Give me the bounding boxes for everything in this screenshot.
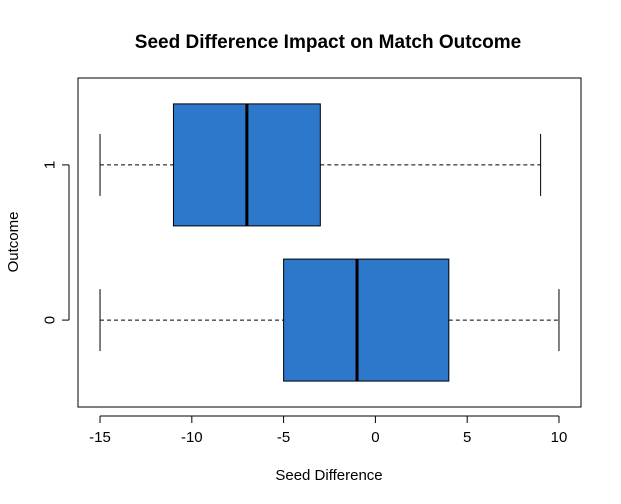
x-tick-label: -15 [89, 429, 111, 446]
x-axis: -15 -10 -5 0 5 10 [89, 415, 568, 446]
box-series [99, 103, 560, 382]
box-1 [99, 103, 542, 227]
x-tick-label: -10 [181, 429, 203, 446]
box-0 [99, 258, 560, 382]
y-tick-label: 1 [42, 161, 59, 169]
box-iqr [283, 258, 450, 382]
x-axis-label: Seed Difference [275, 467, 382, 484]
y-tick-label: 0 [42, 316, 59, 324]
x-tick-label: 0 [371, 429, 379, 446]
chart-title: Seed Difference Impact on Match Outcome [135, 32, 521, 53]
plot-frame [77, 77, 582, 408]
x-tick-label: 5 [463, 429, 471, 446]
y-axis-label: Outcome [5, 212, 22, 273]
y-axis: 01 [42, 161, 70, 324]
x-tick-label: 10 [551, 429, 568, 446]
x-tick-label: -5 [277, 429, 290, 446]
